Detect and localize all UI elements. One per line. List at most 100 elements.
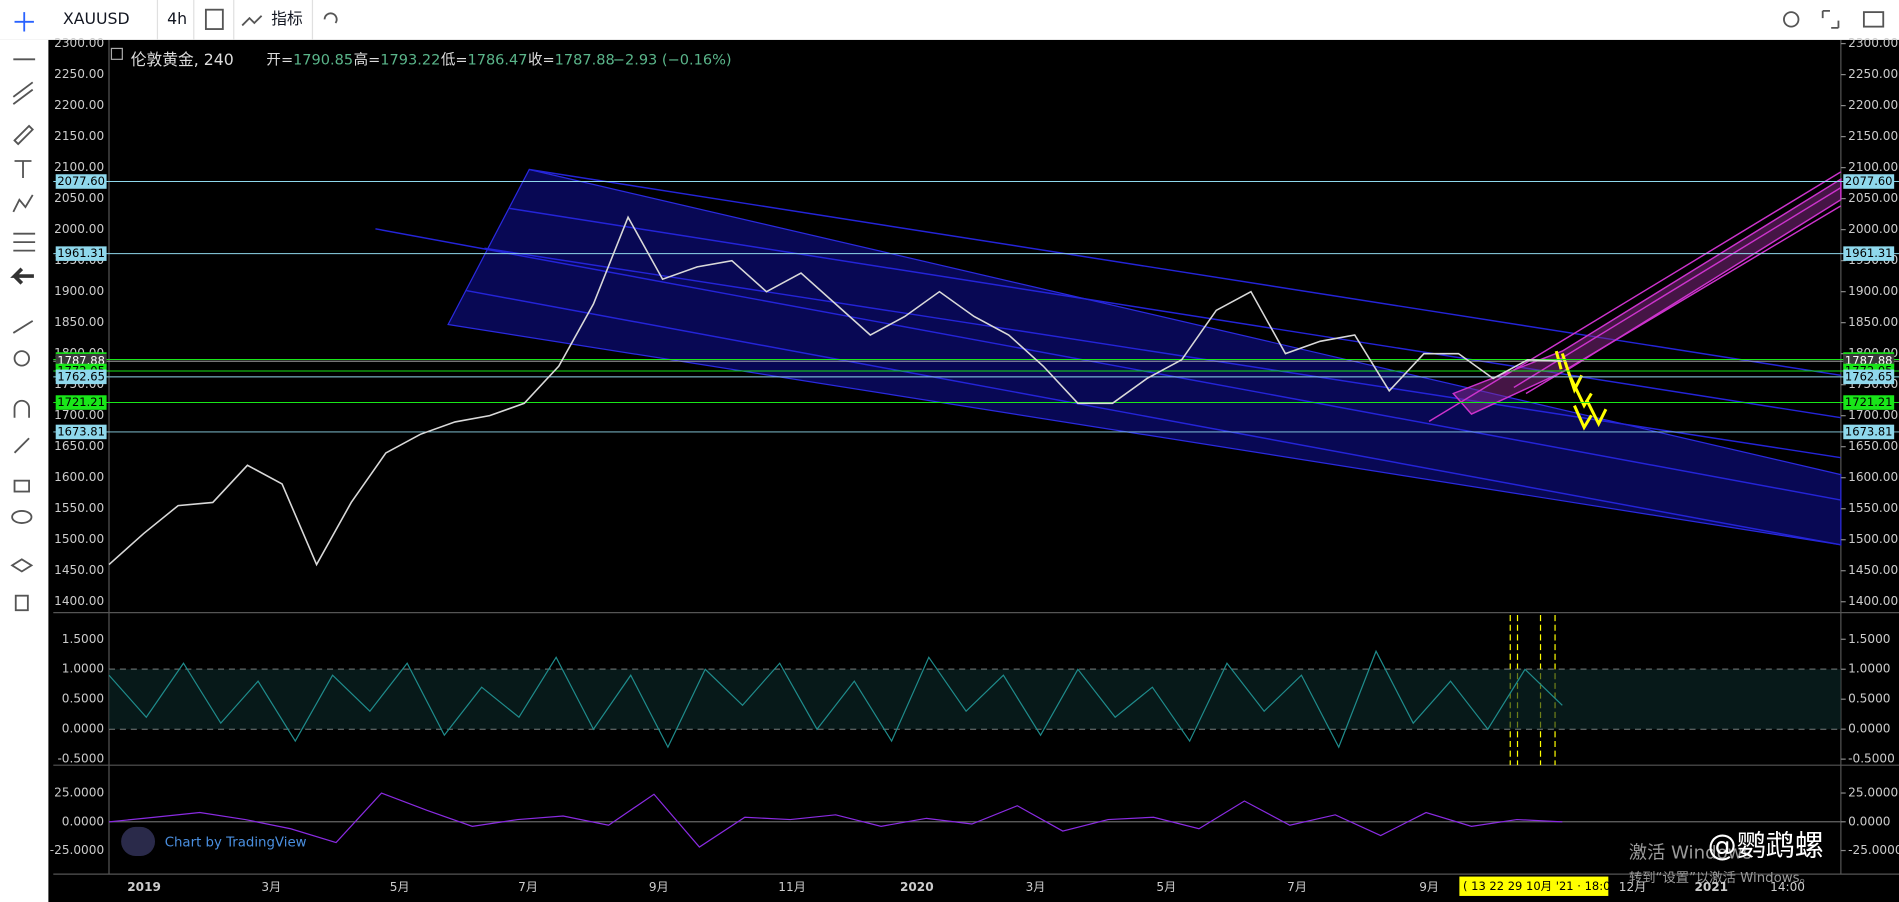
left-toolbar bbox=[0, 39, 49, 902]
y-tick-label-right: 1650.00 bbox=[1848, 439, 1898, 453]
x-tick-label: 9月 bbox=[1419, 880, 1439, 894]
x-tick-label: 3月 bbox=[261, 880, 281, 894]
x-highlight bbox=[1459, 876, 1609, 896]
crosshair-tool[interactable] bbox=[14, 12, 34, 32]
ohlc-value: 1786.47 bbox=[467, 53, 527, 69]
momentum-line bbox=[108, 792, 1563, 848]
screenshot[interactable] bbox=[1862, 11, 1885, 28]
level-tag bbox=[55, 424, 107, 440]
y-tick-label-left: 1500.00 bbox=[54, 532, 104, 546]
legend-title: 伦敦黄金, 240 bbox=[131, 50, 234, 69]
y-tick-label-right: 1400.00 bbox=[1848, 594, 1898, 608]
level-tag bbox=[1843, 174, 1895, 189]
x-tick-label: 2021 bbox=[1694, 880, 1728, 894]
level-tag bbox=[55, 174, 107, 189]
lock-tool[interactable] bbox=[13, 479, 30, 493]
symbol[interactable]: XAUUSD bbox=[63, 9, 130, 28]
chart-style[interactable] bbox=[204, 8, 224, 30]
y-tick-label-right: 1.5000 bbox=[1848, 632, 1890, 646]
x-tick-label: 7月 bbox=[518, 880, 538, 894]
level-label: 2077.60 bbox=[57, 174, 105, 188]
top-toolbar bbox=[0, 0, 1899, 40]
pattern-tool[interactable] bbox=[12, 194, 34, 213]
y-tick-label-right: 2300.00 bbox=[1848, 36, 1898, 50]
ohlc-label: 开= bbox=[266, 53, 293, 69]
indicator-icon bbox=[241, 15, 263, 27]
y-tick-label-left: 2000.00 bbox=[54, 222, 104, 236]
branding[interactable]: Chart by TradingView bbox=[165, 836, 307, 851]
level-label: 1762.65 bbox=[1845, 369, 1893, 383]
ohlc-value: 1787.88 bbox=[555, 53, 615, 69]
level-label: 1673.81 bbox=[1845, 424, 1893, 438]
measure-group[interactable] bbox=[13, 232, 36, 252]
watermark-activate: 激活 Windows bbox=[1629, 843, 1752, 864]
y-tick-label-right: -0.5000 bbox=[1848, 752, 1895, 766]
y-tick-label-left: 1450.00 bbox=[54, 563, 104, 577]
level-label: 1762.65 bbox=[57, 369, 105, 383]
level-label: 1721.21 bbox=[1845, 395, 1893, 409]
y-tick-label-left: 2100.00 bbox=[54, 160, 104, 174]
author-watermark: @鹦鹉螺 bbox=[1708, 829, 1824, 863]
level-label: 1673.81 bbox=[57, 424, 105, 438]
fib-tool[interactable] bbox=[12, 81, 34, 105]
level-tag bbox=[1843, 369, 1895, 385]
y-tick-label-right: 1900.00 bbox=[1848, 284, 1898, 298]
y-tick-label-right: 2150.00 bbox=[1848, 129, 1898, 143]
y-tick-label-left: 1400.00 bbox=[54, 594, 104, 608]
y-tick-label-right: 1450.00 bbox=[1848, 563, 1898, 577]
x-tick-label: 11月 bbox=[778, 880, 805, 894]
interval[interactable]: 4h bbox=[167, 9, 187, 28]
price-line bbox=[108, 215, 1563, 567]
zoom-tool[interactable] bbox=[13, 350, 30, 367]
y-tick-label-left: -25.0000 bbox=[50, 843, 104, 857]
ohlc-value: 1793.22 bbox=[380, 53, 440, 69]
x-tick-label: 7月 bbox=[1287, 880, 1307, 894]
brush-tool[interactable] bbox=[13, 124, 34, 146]
y-tick-label-right: 1600.00 bbox=[1848, 470, 1898, 484]
indicators[interactable]: 指标 bbox=[271, 9, 303, 28]
y-tick-label-left: 2250.00 bbox=[54, 67, 104, 81]
visibility-tool[interactable] bbox=[11, 510, 33, 524]
y-tick-label-right: 25.0000 bbox=[1848, 786, 1898, 800]
y-tick-label-left: 1650.00 bbox=[54, 439, 104, 453]
y-tick-label-left: 2050.00 bbox=[54, 191, 104, 205]
y-tick-label-right: 1550.00 bbox=[1848, 501, 1898, 515]
y-tick-label-right: 2100.00 bbox=[1848, 160, 1898, 174]
back-tool[interactable] bbox=[10, 267, 34, 285]
y-tick-label-right: 0.5000 bbox=[1848, 692, 1890, 706]
ohlc-label: 收= bbox=[528, 52, 555, 69]
y-tick-label-left: 0.0000 bbox=[62, 814, 104, 828]
fullscreen[interactable] bbox=[1821, 9, 1840, 29]
level-label: 1961.31 bbox=[57, 246, 105, 260]
level-tag bbox=[1843, 246, 1895, 261]
level-tag bbox=[55, 246, 107, 261]
y-tick-label-right: 2200.00 bbox=[1848, 98, 1898, 112]
y-tick-label-left: 2200.00 bbox=[54, 98, 104, 112]
y-tick-label-right: 1850.00 bbox=[1848, 315, 1898, 329]
watermark-settings: 转到“设置”以激活 Windows。 bbox=[1629, 870, 1813, 886]
x-tick-label: 2020 bbox=[900, 880, 934, 894]
level-tag bbox=[1843, 395, 1895, 410]
y-tick-label-left: 1850.00 bbox=[54, 315, 104, 329]
layers-tool[interactable] bbox=[10, 558, 34, 573]
y-tick-label-left: 0.0000 bbox=[62, 722, 104, 736]
lock-draw-tool[interactable] bbox=[13, 437, 30, 454]
y-tick-label-left: 2300.00 bbox=[54, 36, 104, 50]
undo[interactable] bbox=[323, 12, 338, 24]
level-tag bbox=[55, 369, 107, 385]
delete-tool[interactable] bbox=[14, 594, 29, 612]
level-tag bbox=[1843, 424, 1895, 440]
ohlc-label: 低= bbox=[441, 52, 468, 69]
level-tag bbox=[55, 395, 107, 410]
y-tick-label-right: -25.0000 bbox=[1848, 843, 1899, 857]
y-tick-label-left: 1700.00 bbox=[54, 408, 104, 422]
y-tick-label-right: 1.0000 bbox=[1848, 662, 1890, 676]
ruler-tool[interactable] bbox=[12, 320, 34, 334]
magnet-tool[interactable] bbox=[13, 399, 30, 418]
text-tool[interactable] bbox=[14, 160, 32, 178]
rising-channel bbox=[1428, 171, 1842, 422]
x-tick-label: 5月 bbox=[390, 880, 410, 894]
settings[interactable] bbox=[1783, 11, 1800, 28]
x-tick-label: 14:00 bbox=[1770, 880, 1805, 894]
